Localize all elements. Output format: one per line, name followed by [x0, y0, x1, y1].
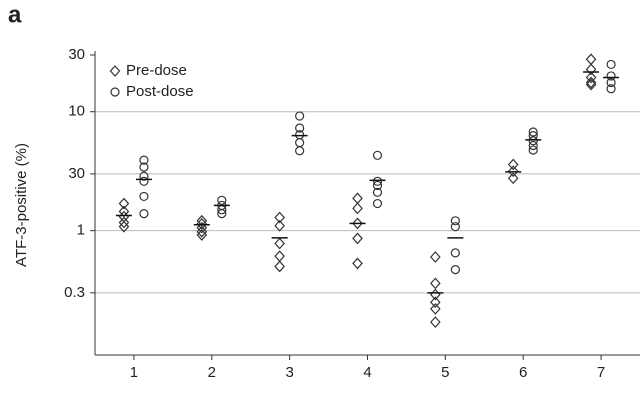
- point: [274, 219, 285, 232]
- point: [528, 140, 538, 151]
- panel-label: a: [8, 1, 22, 28]
- point: [507, 158, 519, 171]
- point: [528, 127, 538, 137]
- point: [430, 277, 441, 290]
- point: [274, 211, 285, 224]
- point: [372, 180, 383, 191]
- point: [352, 202, 363, 215]
- x-tick-label: 5: [441, 364, 449, 381]
- point: [352, 257, 363, 270]
- point: [352, 217, 363, 230]
- x-tick-label: 2: [208, 364, 216, 381]
- point: [295, 111, 305, 121]
- point: [118, 205, 130, 218]
- point: [217, 209, 227, 219]
- point: [372, 187, 383, 197]
- point: [450, 222, 460, 232]
- point: [139, 191, 149, 202]
- y-tick-label: 1: [77, 222, 85, 239]
- point: [274, 237, 285, 250]
- point: [585, 63, 597, 76]
- point: [507, 172, 519, 185]
- point: [606, 84, 616, 94]
- point: [528, 136, 538, 146]
- point: [606, 59, 616, 70]
- point: [295, 123, 305, 133]
- point: [196, 217, 208, 230]
- point: [196, 221, 208, 234]
- point: [217, 195, 227, 205]
- point: [372, 176, 383, 186]
- point: [295, 146, 305, 156]
- point: [372, 198, 383, 209]
- point: [450, 265, 460, 275]
- point: [430, 251, 441, 263]
- point: [585, 76, 597, 89]
- point: [139, 171, 149, 181]
- legend-label: Pre-dose: [126, 62, 187, 79]
- x-tick-label: 7: [597, 364, 605, 381]
- point: [196, 225, 208, 238]
- point: [118, 216, 130, 229]
- point: [139, 155, 149, 165]
- point: [606, 71, 616, 81]
- point: [118, 220, 130, 233]
- y-tick-label: 10: [68, 103, 85, 120]
- point: [606, 77, 616, 88]
- legend-marker: [109, 65, 121, 77]
- x-tick-label: 1: [130, 364, 138, 381]
- x-tick-label: 4: [363, 364, 371, 381]
- point: [507, 165, 519, 178]
- point: [118, 197, 130, 210]
- y-axis-label: ATF-3-positive (%): [13, 143, 30, 267]
- point: [450, 248, 460, 258]
- point: [274, 250, 285, 263]
- point: [139, 176, 149, 186]
- legend-marker: [110, 87, 120, 97]
- point: [352, 232, 363, 245]
- point: [372, 150, 383, 160]
- legend-label: Post-dose: [126, 83, 194, 100]
- y-tick-label: 0.3: [64, 284, 85, 301]
- point: [585, 53, 597, 66]
- y-tick-label: 30: [68, 46, 85, 63]
- point: [352, 192, 363, 205]
- point: [450, 216, 460, 226]
- point: [295, 138, 305, 148]
- point: [196, 229, 208, 241]
- point: [430, 316, 441, 329]
- point: [430, 302, 441, 315]
- point: [585, 78, 597, 91]
- x-tick-label: 6: [519, 364, 527, 381]
- point: [528, 145, 538, 155]
- point: [139, 162, 149, 172]
- point: [430, 296, 441, 309]
- x-tick-label: 3: [285, 364, 293, 381]
- point: [274, 260, 285, 273]
- point: [139, 209, 149, 219]
- y-tick-label: 30: [68, 165, 85, 182]
- point: [585, 71, 597, 84]
